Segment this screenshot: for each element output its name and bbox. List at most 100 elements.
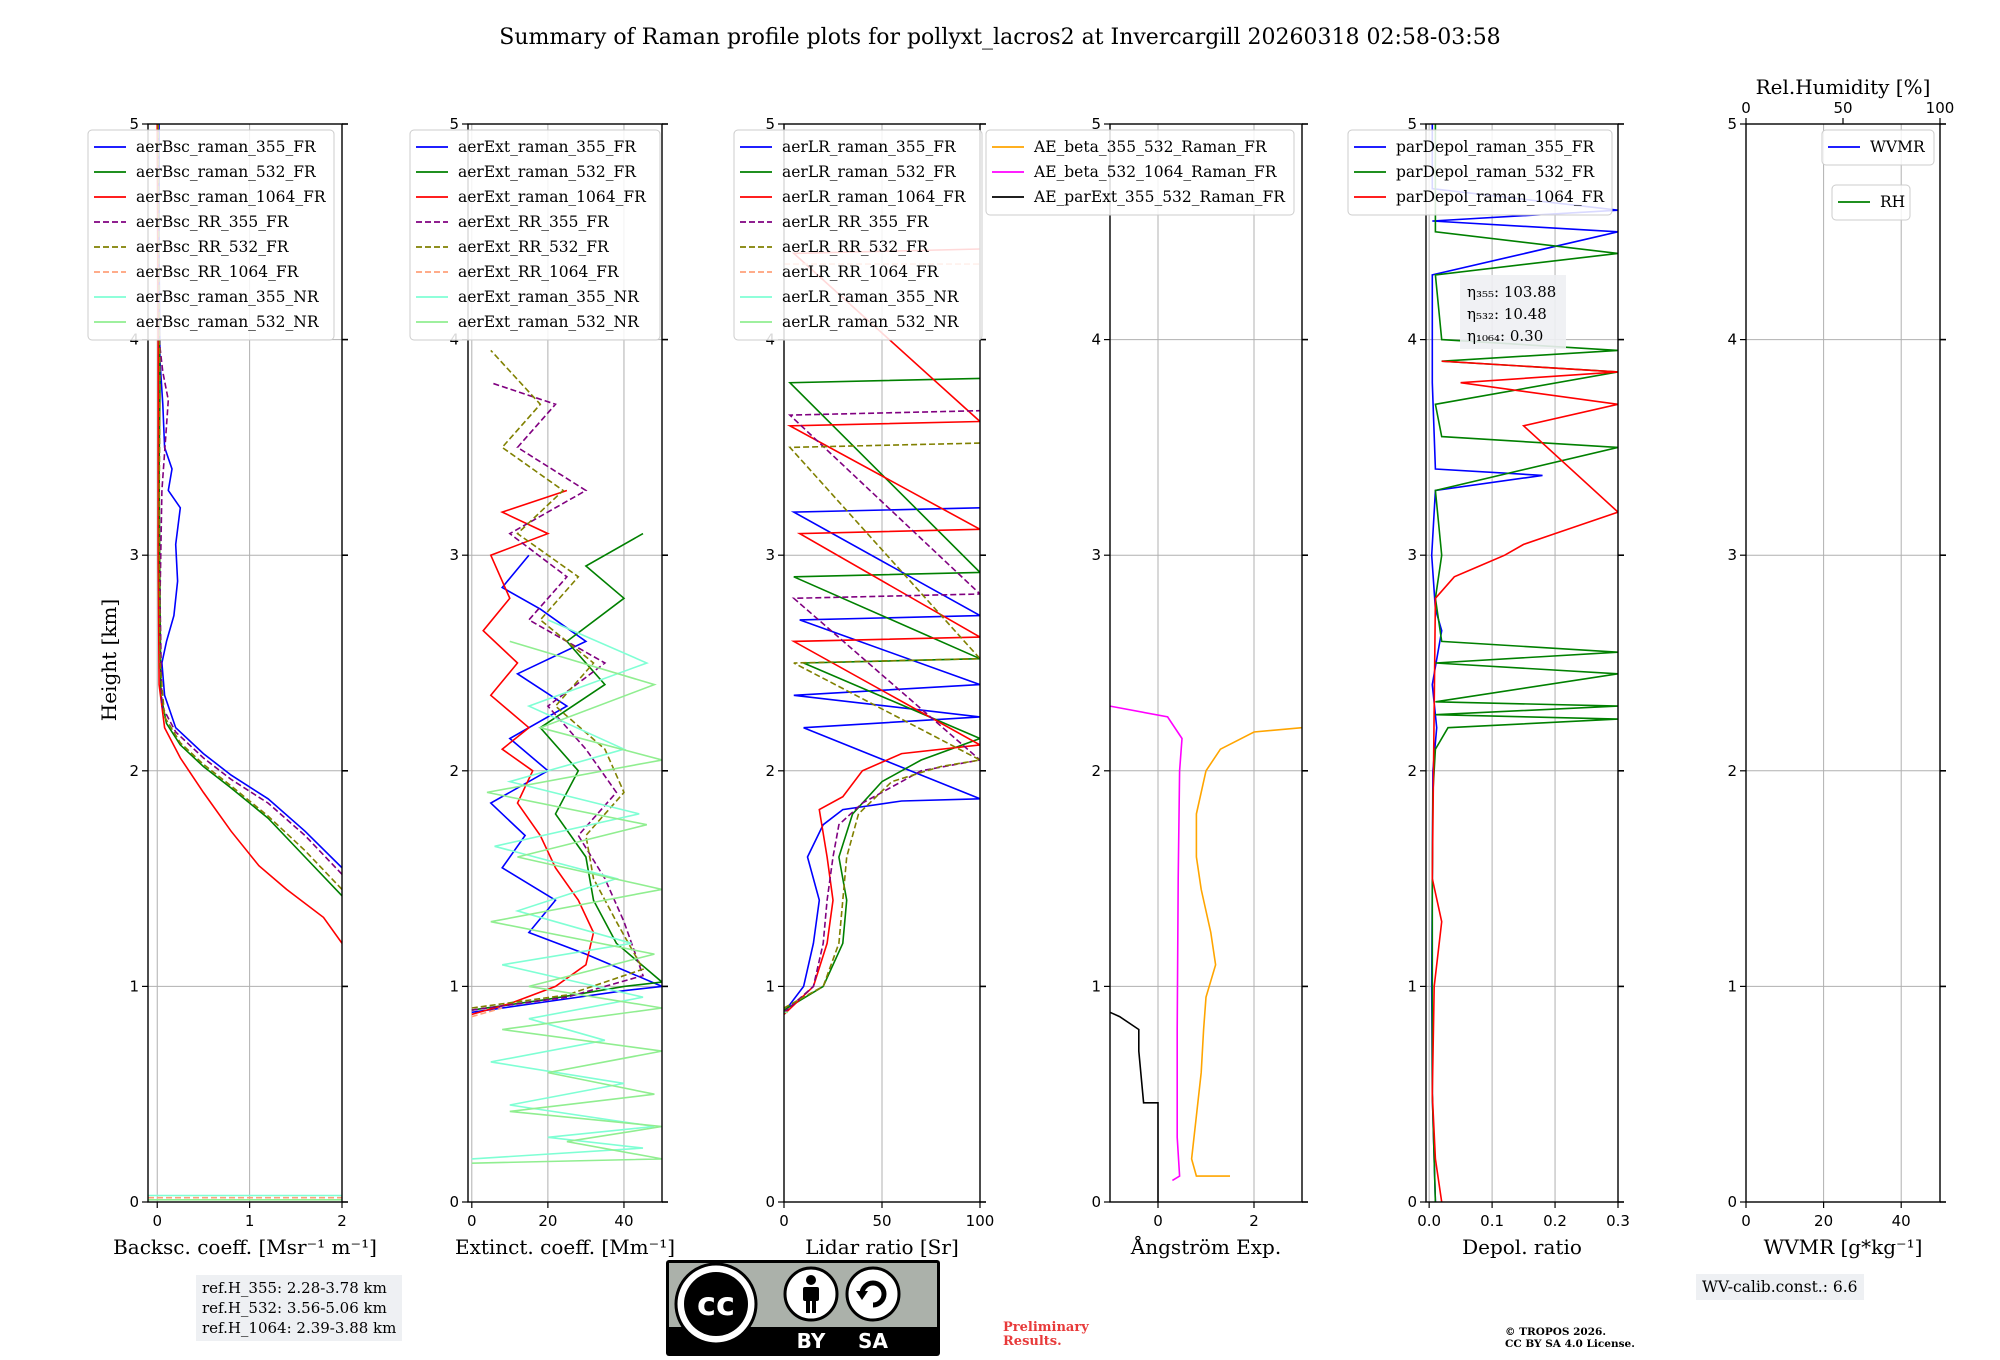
legend-wv: WVMR [1821, 129, 1935, 166]
series-aerLR_RR_532_FR [784, 442, 980, 1009]
eta-value: η₁₀₆₄: 0.30 [1467, 327, 1543, 345]
y-tick-label: 5 [1407, 115, 1417, 133]
legend-label: aerLR_raman_532_FR [782, 163, 957, 181]
x-tick-label: 100 [966, 1212, 995, 1230]
copyright-note: © TROPOS 2026. CC BY SA 4.0 License. [1505, 1326, 1635, 1350]
legend-ext: aerExt_raman_355_FR aerExt_raman_532_FRae… [409, 129, 661, 341]
legend-label: aerExt_RR_355_FR [458, 213, 610, 231]
legend-rh: RH [1831, 184, 1911, 221]
series-aerLR_raman_532_FR [784, 377, 980, 1011]
series-group [471, 349, 662, 1164]
y-tick-label: 0 [1407, 1193, 1417, 1211]
legend-label: aerLR_raman_355_FR [782, 138, 957, 156]
x-tick-label: 50 [872, 1212, 891, 1230]
x-axis-label: Backsc. coeff. [Msr⁻¹ m⁻¹] [113, 1235, 377, 1259]
reference-height-box: ref.H_355: 2.28-3.78 km ref.H_532: 3.56-… [196, 1275, 403, 1341]
series-aerExt_RR_355_FR [471, 381, 645, 1011]
y-tick-label: 3 [1091, 546, 1101, 564]
share-alike-icon [845, 1266, 901, 1322]
y-tick-label: 2 [1727, 762, 1737, 780]
axes-frame [467, 123, 663, 1203]
x-axis-label: WVMR [g*kg⁻¹] [1764, 1235, 1923, 1259]
panel-wv: 0 20 40 0 1 2 3 4 5 WVMR [g*kg⁻¹] 0 50 100Rel.Humidi… [1727, 75, 1954, 1259]
y-tick-label: 5 [129, 115, 139, 133]
y-tick-label: 3 [1407, 546, 1417, 564]
x-tick-label: 0.0 [1417, 1212, 1441, 1230]
ref-height-355: ref.H_355: 2.28-3.78 km [202, 1279, 387, 1297]
legend-label: aerBsc_raman_355_FR [136, 138, 317, 156]
axes-frame [1109, 123, 1303, 1203]
series-aerLR_raman_1064_FR [784, 248, 980, 1015]
legend-lr: aerLR_raman_355_FR aerLR_raman_532_FR aerL… [733, 129, 983, 341]
legend-label: aerExt_raman_532_NR [458, 313, 640, 331]
legend-depol: parDepol_raman_355_FR parDepol_raman_532_… [1347, 129, 1613, 216]
panel-lr: 050100012345Lidar ratio [Sr]aerLR_raman_… [733, 115, 995, 1259]
y-tick-label: 1 [1091, 977, 1101, 995]
legend-label: aerBsc_RR_355_FR [136, 213, 290, 231]
panel-depol: 0.0 0.1 0.2 0.3 0 1 2 3 4 5 Depol. ratio parDepol_r… [1347, 115, 1630, 1259]
y-tick-label: 0 [449, 1193, 459, 1211]
series-aerLR_raman_355_FR [784, 507, 980, 1013]
series-aerBsc_RR_355_FR [157, 124, 342, 875]
legend-label: aerBsc_raman_1064_FR [136, 188, 327, 206]
legend-label: aerBsc_raman_355_NR [136, 288, 320, 306]
series-aerExt_raman_355_FR [471, 554, 662, 1014]
copyright-line-2: CC BY SA 4.0 License. [1505, 1338, 1635, 1350]
y-tick-label: 2 [1091, 762, 1101, 780]
legend-label: aerExt_raman_355_NR [458, 288, 640, 306]
eta-box: η₃₅₅: 103.88 η₅₃₂: 10.48 η₁₀₆₄: 0.30 [1460, 275, 1566, 349]
legend-box [409, 129, 661, 341]
x-tick-label: 0.1 [1480, 1212, 1504, 1230]
series-AE_parExt_355_532_Raman_FR [1110, 1011, 1159, 1202]
y-tick-label: 5 [1727, 115, 1737, 133]
x2-tick-label: 0 [1741, 99, 1751, 117]
person-body [803, 1287, 819, 1301]
eta-box-bg [1460, 275, 1566, 349]
person-head [806, 1275, 816, 1285]
x-tick-label: 40 [614, 1212, 633, 1230]
legend-label: aerLR_RR_1064_FR [782, 263, 940, 281]
x2-axis-label: Rel.Humidity [%] [1756, 75, 1931, 99]
y-tick-label: 1 [129, 977, 139, 995]
y-tick-label: 1 [765, 977, 775, 995]
y-tick-label: 4 [1407, 331, 1417, 349]
x-tick-label: 0.3 [1606, 1212, 1630, 1230]
legend-label: parDepol_raman_1064_FR [1396, 188, 1605, 206]
y-tick-label: 2 [1407, 762, 1417, 780]
legend-label: aerBsc_raman_532_FR [136, 163, 317, 181]
x-tick-label: 40 [1892, 1212, 1911, 1230]
cc-by-sa-logo: cc BY SA [666, 1260, 940, 1356]
legend-label: parDepol_raman_355_FR [1396, 138, 1596, 156]
share-alike-arc [859, 1280, 887, 1308]
legend-label: aerLR_raman_532_NR [782, 313, 960, 331]
share-alike-arrowhead [856, 1291, 868, 1300]
cc-main-text: cc [697, 1285, 735, 1323]
cc-inner-circle [684, 1272, 748, 1336]
legend-label: aerExt_raman_355_FR [458, 138, 637, 156]
series-AE_beta_532_1064_Raman_FR [1110, 705, 1183, 1182]
preliminary-line-1: Preliminary [1003, 1320, 1089, 1335]
legend-bsc: aerBsc_raman_355_FR aerBsc_raman_532_FRae… [87, 129, 335, 341]
legend-box [985, 129, 1295, 216]
legend-box [733, 129, 983, 341]
x-tick-label: 0 [467, 1212, 477, 1230]
series-aerExt_raman_1064_FR [471, 489, 595, 1016]
y-tick-label: 2 [129, 762, 139, 780]
person-leg-right [812, 1300, 816, 1313]
y-tick-label: 0 [1727, 1193, 1737, 1211]
series-aerExt_RR_532_FR [471, 349, 645, 1009]
axes-frame [147, 123, 343, 1203]
ref-height-1064: ref.H_1064: 2.39-3.88 km [202, 1319, 397, 1337]
y-tick-label: 3 [1727, 546, 1737, 564]
y-tick-label: 3 [449, 546, 459, 564]
y-tick-label: 4 [1727, 331, 1737, 349]
y-tick-label: 4 [1091, 331, 1101, 349]
x-axis-label: Lidar ratio [Sr] [805, 1235, 959, 1259]
y-tick-label: 0 [765, 1193, 775, 1211]
legend-label: aerLR_raman_355_NR [782, 288, 960, 306]
y-tick-label: 2 [449, 762, 459, 780]
person-leg-left [806, 1300, 810, 1313]
legend-label: aerExt_raman_1064_FR [458, 188, 647, 206]
y-tick-label: 0 [1091, 1193, 1101, 1211]
